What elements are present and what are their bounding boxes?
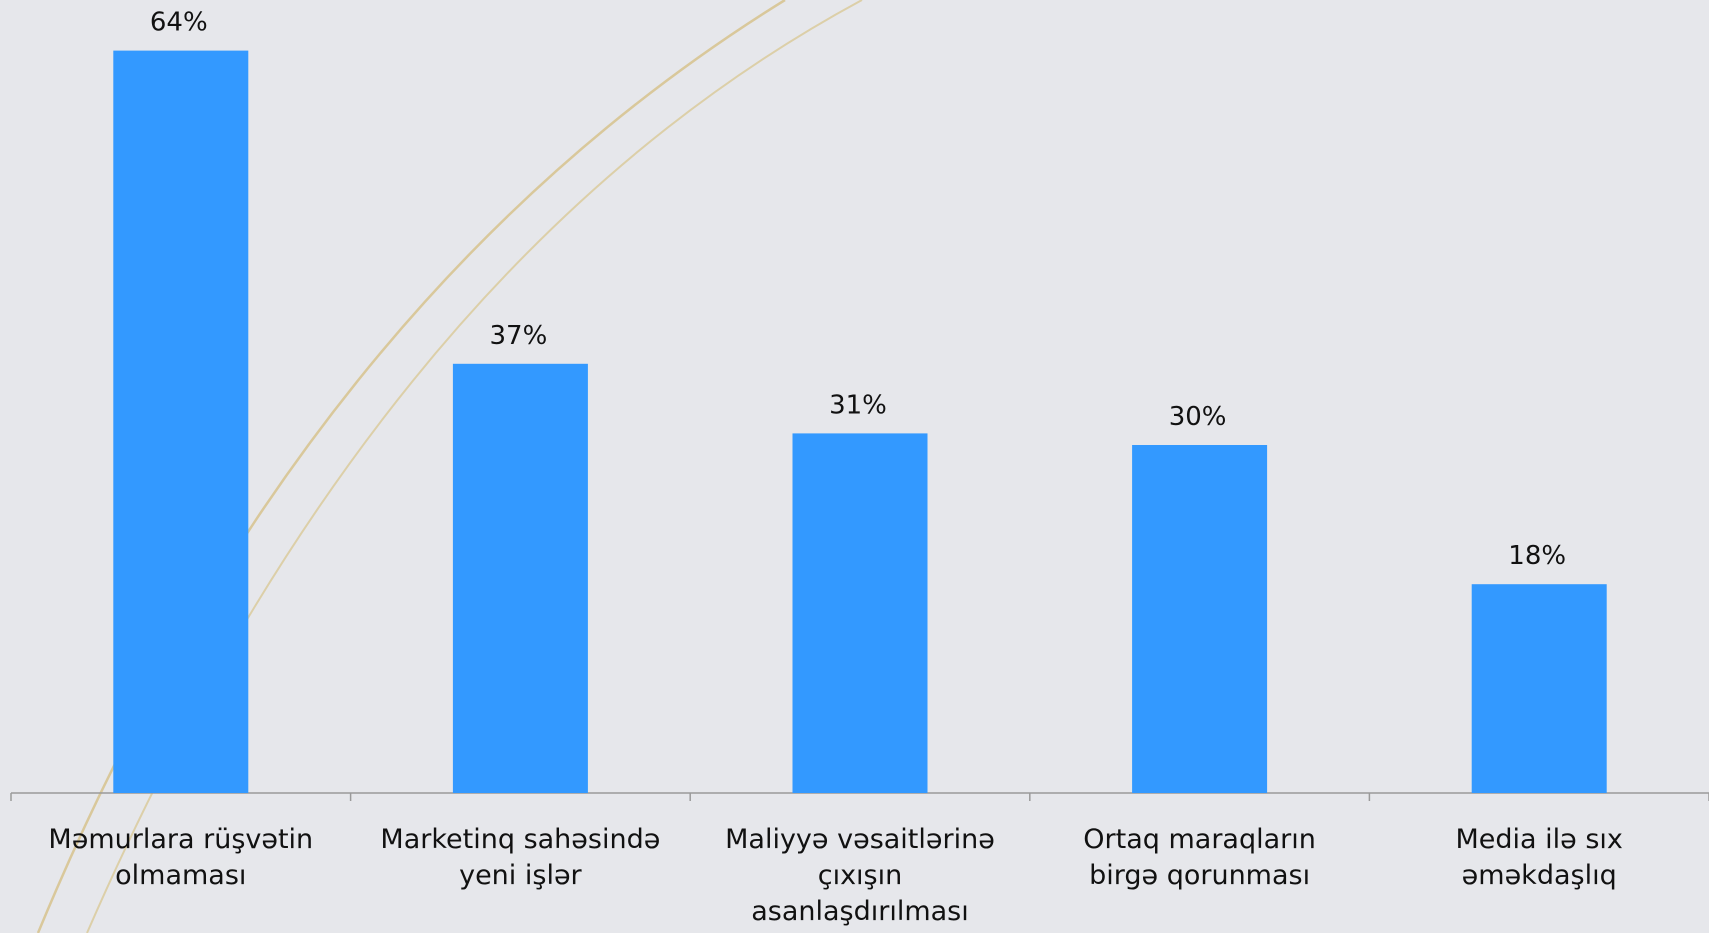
value-label: 18% — [1508, 541, 1566, 571]
bar — [1471, 584, 1607, 793]
value-label: 37% — [490, 321, 548, 351]
bar — [452, 363, 588, 793]
x-tick-label: Media ilə sıx əməkdaşlıq — [1455, 824, 1623, 891]
value-label: 31% — [829, 390, 887, 420]
x-tick-label: Maliyyə vəsaitlərinə çıxışın asanlaşdırı… — [725, 824, 995, 927]
x-tick-label: Ortaq maraqların birgə qorunması — [1083, 824, 1316, 891]
bar — [113, 50, 249, 794]
bar — [1132, 445, 1268, 793]
value-label: 30% — [1169, 402, 1227, 432]
bar — [792, 433, 928, 793]
x-tick-label: Məmurlara rüşvətin olmaması — [48, 824, 314, 891]
x-tick-label: Marketinq sahəsində yeni işlər — [380, 824, 661, 891]
value-label: 64% — [150, 8, 208, 38]
